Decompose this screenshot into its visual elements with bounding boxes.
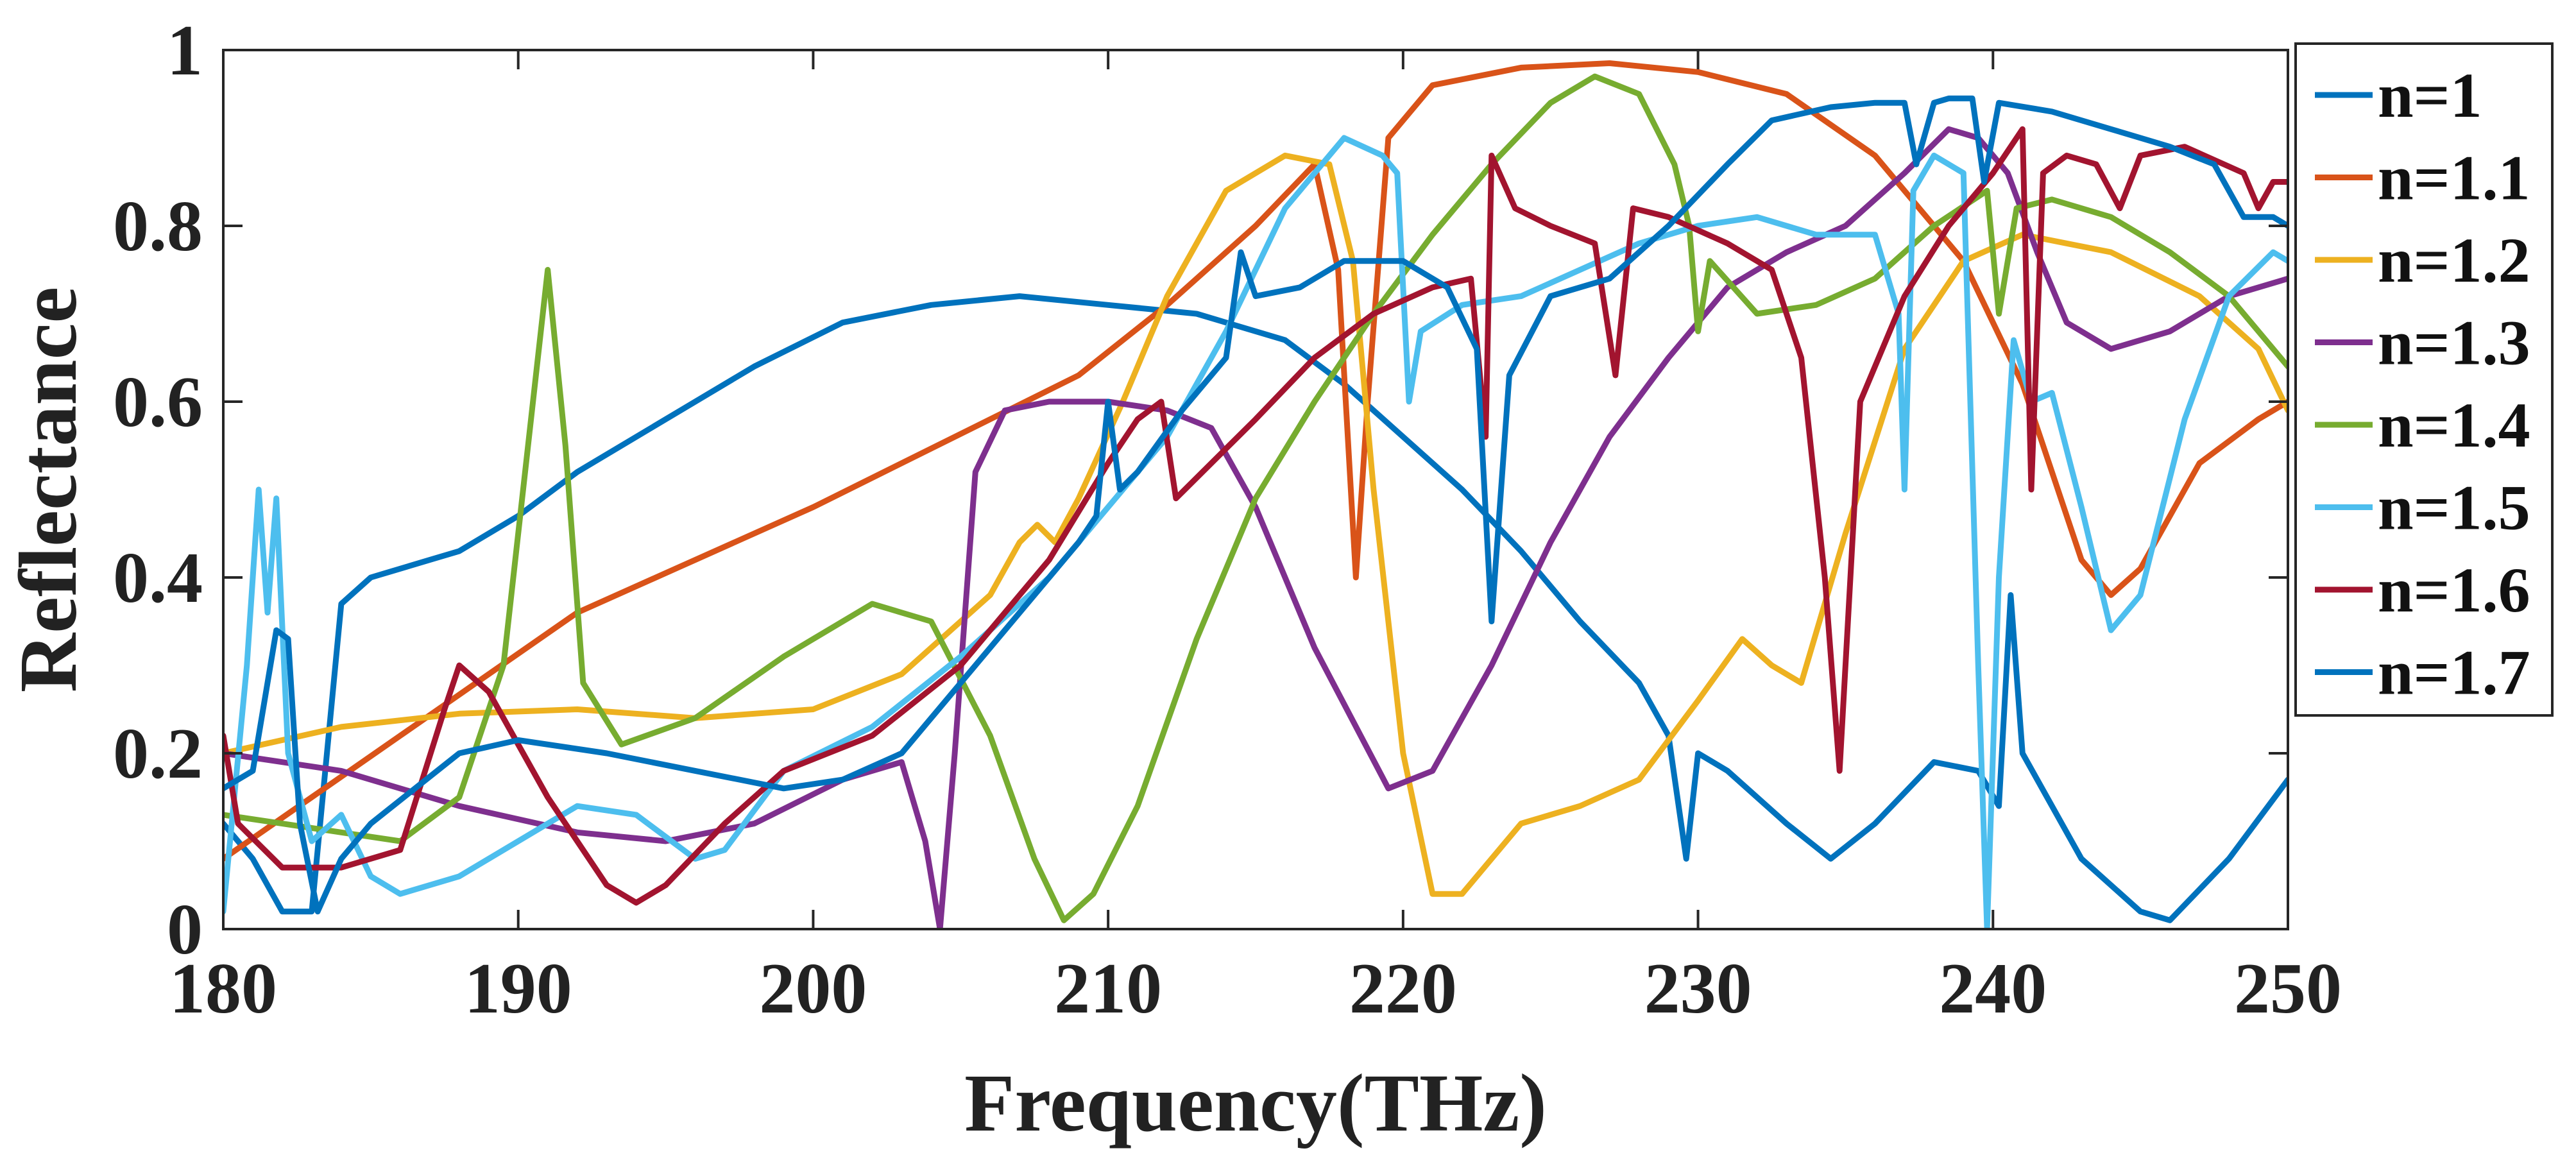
x-tick-label: 180 <box>169 949 277 1029</box>
tick-label-layer: 180 190 200 210 220 230 240 250 0 0.2 0.4 0.6 0.8 1 <box>113 11 2342 1029</box>
series-line-3 <box>223 152 2288 897</box>
y-tick-label: 0.6 <box>113 363 203 442</box>
legend-label: n=1.7 <box>2378 637 2530 708</box>
x-tick-label: 240 <box>1939 949 2047 1029</box>
series-line-8 <box>223 95 2288 915</box>
y-tick-label: 1 <box>167 11 203 90</box>
legend: n=1 n=1.1 n=1.2 n=1.3 n=1.4 n=1.5 n=1.6 n=1.7 <box>2294 42 2554 717</box>
legend-label: n=1.3 <box>2378 307 2530 379</box>
legend-label: n=1.2 <box>2378 225 2530 296</box>
plot-area-frame <box>222 49 2289 930</box>
legend-label: n=1.6 <box>2378 554 2530 626</box>
legend-box <box>2294 42 2554 717</box>
y-axis-title: Reflectance <box>3 287 94 693</box>
series-line-7 <box>223 126 2288 906</box>
y-tick-label: 0.8 <box>113 187 203 266</box>
y-tick-label: 0.4 <box>113 538 203 618</box>
legend-label: n=1.4 <box>2378 389 2530 461</box>
x-tick-label: 190 <box>465 949 572 1029</box>
series-line-6 <box>223 135 2288 929</box>
y-tick-label: 0 <box>167 890 203 970</box>
series-line-1 <box>223 293 2288 923</box>
x-tick-label: 220 <box>1349 949 1457 1029</box>
x-axis-title: Frequency(THz) <box>964 1057 1547 1149</box>
y-tick-label: 0.2 <box>113 714 203 794</box>
legend-label: n=1.5 <box>2378 472 2530 543</box>
legend-label: n=1 <box>2378 60 2482 131</box>
x-tick-label: 210 <box>1054 949 1162 1029</box>
legend-entries: n=1 n=1.1 n=1.2 n=1.3 n=1.4 n=1.5 n=1.6 n=1.7 <box>2315 60 2530 708</box>
x-tick-label: 230 <box>1644 949 1752 1029</box>
legend-label: n=1.1 <box>2378 142 2530 214</box>
tick-layer <box>222 49 2289 930</box>
series-layer <box>223 60 2288 929</box>
x-tick-label: 200 <box>759 949 867 1029</box>
x-tick-label: 250 <box>2234 949 2342 1029</box>
